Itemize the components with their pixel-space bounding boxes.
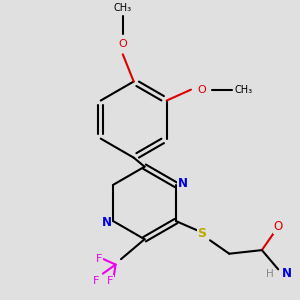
Text: N: N (102, 216, 112, 230)
Text: F: F (92, 276, 99, 286)
Text: N: N (178, 176, 188, 190)
Text: CH₃: CH₃ (114, 3, 132, 13)
Text: F: F (96, 254, 102, 264)
Text: S: S (198, 227, 207, 240)
Text: CH₃: CH₃ (235, 85, 253, 95)
Text: O: O (274, 220, 283, 233)
Text: O: O (118, 39, 127, 49)
Text: O: O (197, 85, 206, 95)
Text: N: N (281, 267, 292, 280)
Text: F: F (107, 276, 113, 286)
Text: H: H (266, 269, 274, 279)
